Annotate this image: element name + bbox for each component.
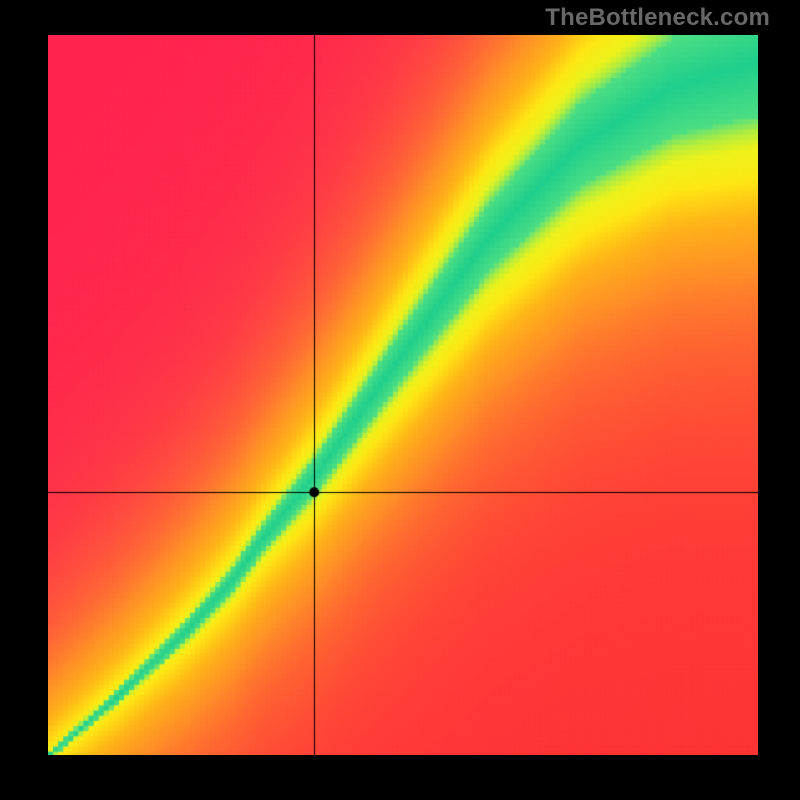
plot-area xyxy=(48,35,758,755)
heatmap-canvas xyxy=(48,35,758,755)
chart-root: TheBottleneck.com xyxy=(0,0,800,800)
watermark-text: TheBottleneck.com xyxy=(545,4,770,32)
